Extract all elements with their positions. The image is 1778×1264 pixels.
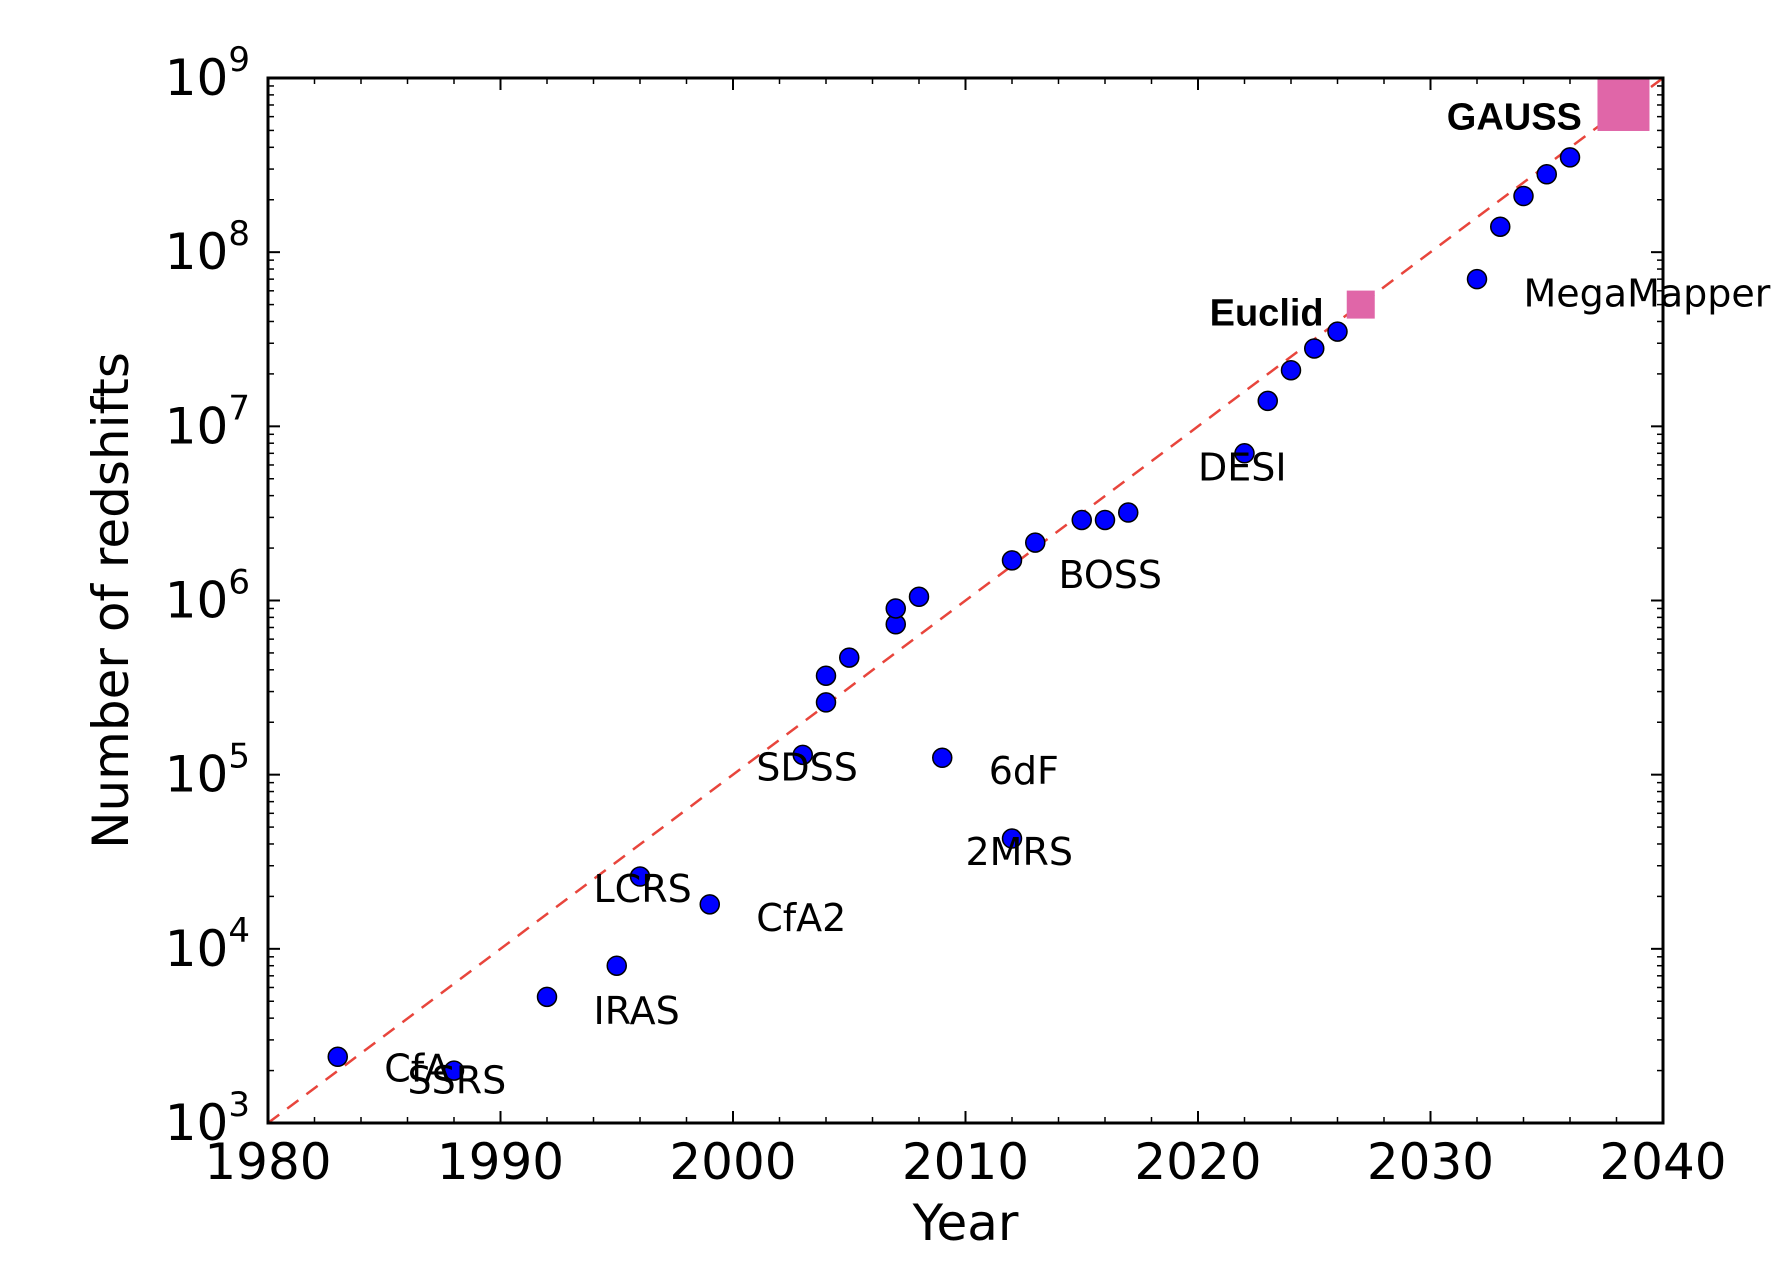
- annotation-2mrs: 2MRS: [966, 830, 1074, 874]
- y-axis-label: Number of redshifts: [82, 352, 140, 849]
- x-tick-label: 2020: [1134, 1133, 1261, 1191]
- y-tick-label: 104: [165, 911, 250, 978]
- data-point: [792, 744, 813, 766]
- trend-line: [267, 76, 1664, 1125]
- data-point: [1536, 164, 1557, 185]
- y-tick-label: 109: [165, 40, 250, 107]
- x-tick-label: 1990: [437, 1133, 564, 1191]
- data-point: [536, 986, 558, 1008]
- x-tick-label: 2040: [1599, 1133, 1726, 1191]
- annotation-megamapper: MegaMapper: [1524, 271, 1771, 315]
- x-tick-label: 2010: [902, 1133, 1029, 1191]
- highlight-marker-euclid: [1346, 290, 1375, 319]
- annotation-sdss: SDSS: [756, 745, 858, 789]
- data-point: [1001, 828, 1023, 849]
- annotation-6df: 6dF: [989, 749, 1059, 793]
- data-point: [815, 692, 837, 713]
- data-point: [908, 586, 930, 608]
- annotation-cfa: CfA: [384, 1047, 450, 1091]
- x-tick-label: 1980: [204, 1133, 331, 1191]
- data-point: [1257, 390, 1278, 412]
- data-point: [1327, 321, 1348, 342]
- annotation-lcrs: LCRS: [594, 867, 692, 911]
- data-point: [1513, 185, 1534, 207]
- data-point: [1234, 443, 1255, 464]
- plot-frame: [266, 76, 1665, 1125]
- data-point: [1118, 502, 1139, 523]
- annotation-iras: IRAS: [594, 989, 680, 1033]
- x-tick-label: 2000: [669, 1133, 796, 1191]
- data-point: [1001, 550, 1023, 571]
- data-point: [1071, 509, 1092, 531]
- data-point: [443, 1060, 465, 1081]
- data-point: [1025, 532, 1046, 553]
- data-point: [1304, 338, 1325, 359]
- data-point: [1466, 268, 1488, 290]
- annotation-ssrs: SSRS: [408, 1059, 507, 1103]
- data-point: [932, 747, 953, 769]
- highlight-marker-gauss: [1597, 78, 1650, 131]
- y-tick-label: 108: [165, 214, 250, 281]
- data-point: [629, 866, 651, 887]
- trend-line-layer: [267, 76, 1664, 1125]
- annotation-euclid: Euclid: [1210, 293, 1324, 335]
- data-point: [1490, 216, 1511, 237]
- data-point: [815, 665, 837, 686]
- data-point: [885, 598, 906, 619]
- data-point: [1280, 359, 1302, 381]
- data-point: [1094, 509, 1116, 531]
- tick-labels-layer: 1980 1990 2000 2010 2020 2030 2040 103 104 105 106…: [165, 40, 1727, 1191]
- annotation-cfa2: CfA2: [756, 896, 846, 940]
- y-tick-label: 105: [165, 737, 250, 804]
- annotation-desi: DESI: [1198, 446, 1287, 490]
- data-point: [606, 955, 627, 976]
- annotation-boss: BOSS: [1059, 553, 1163, 597]
- y-tick-label: 107: [165, 388, 250, 455]
- data-point: [327, 1046, 348, 1068]
- data-point: [1559, 147, 1581, 168]
- data-point: [699, 894, 720, 915]
- x-axis-label: Year: [912, 1194, 1019, 1252]
- y-tick-label: 103: [165, 1085, 250, 1152]
- annotation-gauss: GAUSS: [1447, 97, 1582, 139]
- x-tick-label: 2030: [1367, 1133, 1494, 1191]
- data-points-layer: [327, 78, 1650, 1081]
- data-point: [839, 647, 860, 668]
- y-tick-label: 106: [165, 563, 250, 630]
